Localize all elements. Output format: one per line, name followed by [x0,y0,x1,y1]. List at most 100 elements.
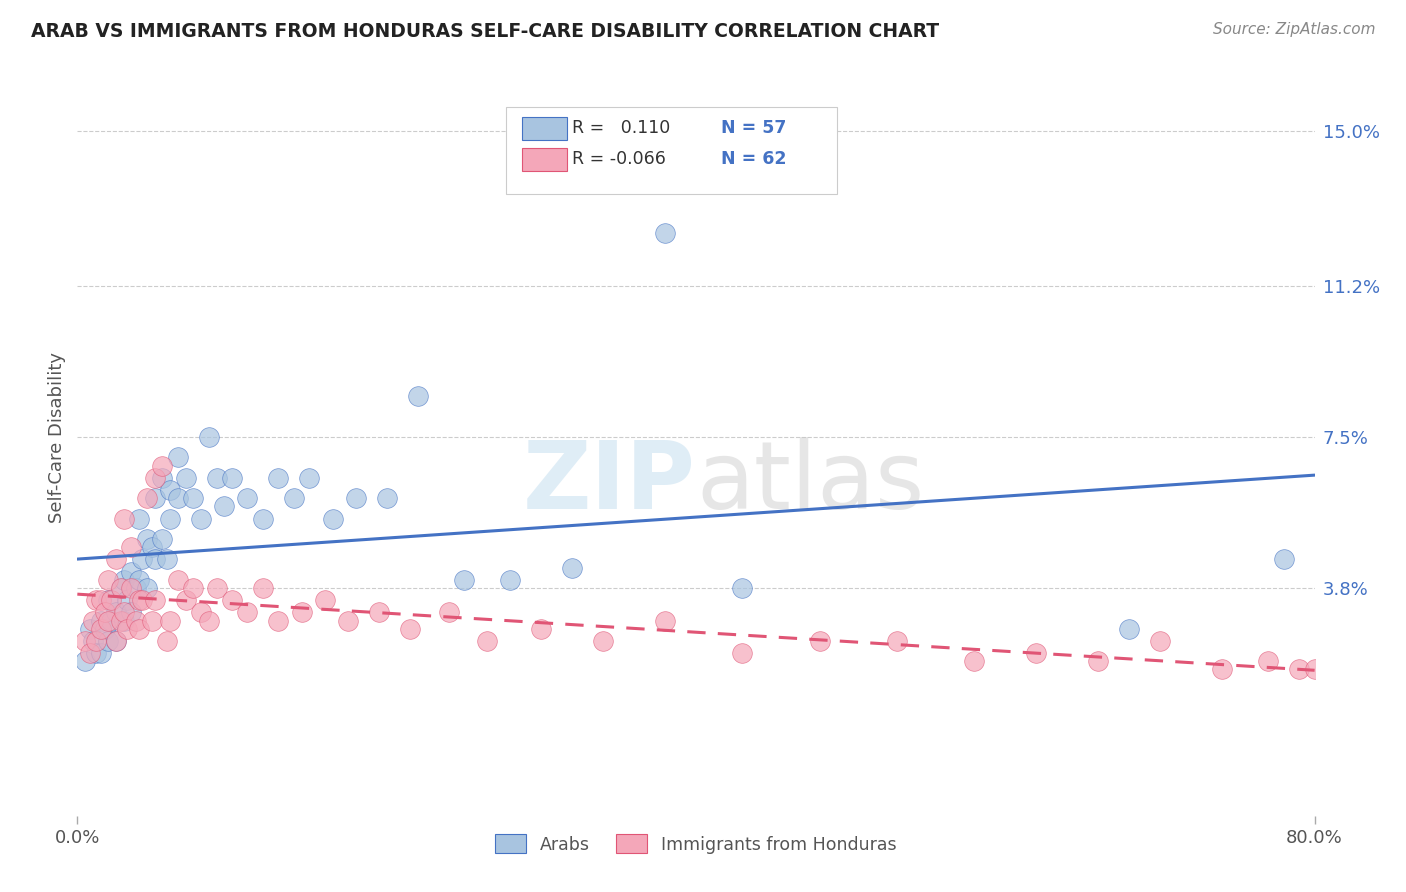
Point [141,540,163,554]
Point [100,593,122,607]
Point [1211,662,1233,676]
Point [125,581,148,595]
Point [94,622,117,636]
Point [90,614,111,628]
Text: Source: ZipAtlas.com: Source: ZipAtlas.com [1212,22,1375,37]
Point [152,458,174,473]
Point [167,491,190,506]
Point [90,593,111,607]
Point [100,614,122,628]
Point [84,633,107,648]
Point [198,614,221,628]
Point [592,633,614,648]
Point [252,511,274,525]
Point [183,581,205,595]
Point [654,227,676,241]
Text: R = -0.066: R = -0.066 [572,150,666,168]
Point [94,606,117,620]
Point [90,646,111,660]
Point [143,471,166,485]
Point [167,450,190,465]
Point [82,633,104,648]
Point [110,581,132,595]
Point [128,573,150,587]
Point [159,511,181,525]
Point [221,471,243,485]
Point [1149,633,1171,648]
Point [731,646,754,660]
Point [1288,662,1310,676]
Point [112,573,135,587]
Point [97,573,120,587]
Point [1118,622,1140,636]
Point [190,606,212,620]
Text: R =   0.110: R = 0.110 [572,119,671,136]
Point [125,614,148,628]
Point [267,471,290,485]
Point [236,491,259,506]
Point [221,593,243,607]
Point [406,389,429,403]
Point [291,606,314,620]
Point [322,511,344,525]
Point [128,593,150,607]
Point [399,622,422,636]
Point [1087,654,1109,668]
Point [477,633,499,648]
Point [90,622,111,636]
Point [84,593,107,607]
Point [79,622,101,636]
Point [143,491,166,506]
Point [112,511,135,525]
Point [205,581,228,595]
Point [368,606,391,620]
Point [252,581,274,595]
Legend: Arabs, Immigrants from Honduras: Arabs, Immigrants from Honduras [488,828,904,861]
Point [437,606,460,620]
Point [1257,654,1279,668]
Point [314,593,336,607]
Point [121,540,143,554]
Point [131,593,153,607]
Point [152,471,174,485]
Point [152,532,174,546]
Point [174,471,197,485]
Point [198,430,221,444]
Point [115,593,138,607]
Text: ARAB VS IMMIGRANTS FROM HONDURAS SELF-CARE DISABILITY CORRELATION CHART: ARAB VS IMMIGRANTS FROM HONDURAS SELF-CA… [31,22,939,41]
Point [105,552,127,566]
Point [283,491,305,506]
Point [174,593,197,607]
Text: atlas: atlas [696,436,924,529]
Point [112,606,135,620]
Point [453,573,475,587]
Point [236,606,259,620]
Point [97,593,120,607]
Point [375,491,398,506]
Point [128,511,150,525]
Point [121,581,143,595]
Point [190,511,212,525]
Point [105,633,127,648]
Point [128,622,150,636]
Point [97,633,120,648]
Point [886,633,908,648]
Point [84,646,107,660]
Point [136,532,159,546]
Point [110,614,132,628]
Text: N = 62: N = 62 [721,150,787,168]
Point [183,491,205,506]
Point [110,581,132,595]
Point [561,560,583,574]
Point [337,614,360,628]
Point [112,614,135,628]
Point [298,471,321,485]
Point [156,552,179,566]
Y-axis label: Self-Care Disability: Self-Care Disability [48,351,66,523]
Point [105,606,127,620]
Point [159,614,181,628]
Point [115,622,138,636]
Point [82,614,104,628]
Point [143,552,166,566]
Point [205,471,228,485]
